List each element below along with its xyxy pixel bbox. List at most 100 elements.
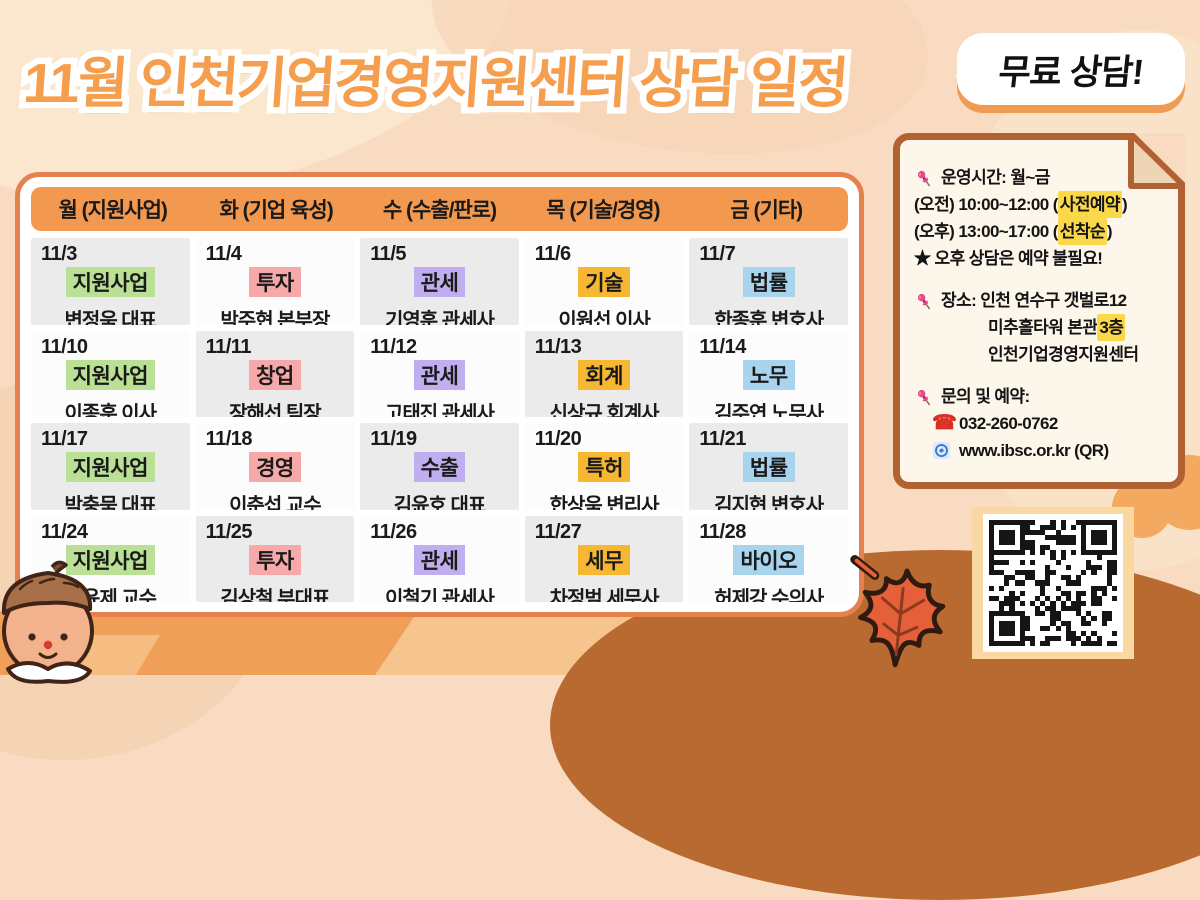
poster-title-text: 11월 인천기업경영지원센터 상담 일정 [21, 38, 850, 118]
cell-consultant-name: 한종훈 변호사 [714, 310, 824, 325]
cell-category-badge: 바이오 [733, 544, 804, 575]
cell-category-badge: 세무 [578, 544, 630, 575]
qr-white-area [983, 514, 1123, 652]
cell-category-badge: 법률 [742, 452, 795, 482]
calendar-header-row: 월 (지원사업) 화 (기업 육성) 수 (수출/판로) 목 (기술/경영) 금 (기타… [31, 187, 848, 231]
calendar-header-cell: 목 (기술/경영) [546, 199, 660, 222]
info-text: (오전) 10:00~12:00 ( [914, 195, 1058, 214]
info-line: ☎ 032-260-0762 [914, 410, 1166, 437]
cell-category-badge: 지원사업 [65, 544, 155, 575]
cell-category-badge: 법률 [742, 267, 795, 297]
cell-consultant-name: 기영훈 관세사 [385, 310, 495, 325]
phone-icon: ☎ [932, 412, 957, 434]
maple-leaf [850, 555, 946, 668]
cell-date: 11/7 [699, 243, 736, 265]
cell-date: 11/12 [370, 335, 417, 358]
info-panel-lines: 운영시간: 월~금 (오전) 10:00~12:00 (사전예약) (오후) 13:… [914, 164, 1166, 464]
cell-category-badge: 특허 [578, 452, 630, 482]
info-line: 장소: 인천 연수구 갯벌로12 [914, 287, 1166, 314]
info-text: ) [1106, 222, 1113, 241]
info-text: 운영시간: 월~금 [941, 168, 1050, 187]
cell-consultant-name: 이종훈 이사 [64, 402, 158, 418]
calendar-header-cell: 월 (지원사업) [58, 199, 167, 222]
cell-category-badge: 관세 [413, 267, 466, 297]
cell-consultant-name: 변정욱 대표 [64, 310, 158, 325]
info-text: 인천기업경영지원센터 [988, 345, 1139, 364]
poster-title: 11월 인천기업경영지원센터 상담 일정 [21, 38, 962, 118]
info-text[interactable]: www.ibsc.or.kr (QR) [959, 441, 1109, 460]
cell-category-badge: 투자 [249, 544, 301, 575]
info-line: ★ 오후 상담은 예약 불필요! [914, 245, 1166, 272]
cell-date: 11/19 [370, 428, 417, 450]
folded-corner [1128, 133, 1185, 189]
cell-date: 11/24 [41, 520, 88, 543]
free-consult-badge-label: 무료 상담! [996, 52, 1145, 92]
cell-date: 11/6 [534, 243, 571, 265]
cell-date: 11/11 [205, 335, 252, 358]
info-line: (오후) 13:00~17:00 (선착순) [914, 218, 1166, 245]
calendar-cell: 11/14 노무 김주연 노무사 [689, 330, 848, 417]
calendar-grid: 11/3 지원사업 변정욱 대표 11/4 투자 박주현 본부장 11/5 관세 기영훈 관세사… [31, 238, 848, 602]
cell-date: 11/21 [699, 428, 746, 450]
cell-consultant-name: 차정범 세무사 [549, 587, 660, 603]
cell-date: 11/10 [41, 335, 88, 358]
cell-category-badge: 창업 [249, 359, 301, 390]
cell-date: 11/26 [370, 520, 417, 543]
calendar-cell: 11/27 세무 차정범 세무사 [524, 515, 684, 603]
calendar-header-cell: 금 (기타) [730, 199, 803, 222]
cell-consultant-name: 박주현 본부장 [220, 310, 330, 325]
calendar-cell: 11/3 지원사업 변정욱 대표 [31, 238, 190, 325]
info-line: 문의 및 예약: [914, 383, 1166, 410]
calendar-cell: 11/12 관세 고태진 관세사 [360, 330, 519, 417]
calendar-cell: 11/20 특허 한상욱 변리사 [524, 423, 684, 510]
info-text: 032-260-0762 [959, 414, 1058, 433]
acorn-character [1, 560, 94, 684]
cell-consultant-name: 신상규 회계사 [549, 402, 660, 418]
cell-date: 11/20 [534, 428, 582, 450]
calendar-cell: 11/19 수출 김윤호 대표 [360, 423, 519, 510]
cell-category-badge: 회계 [578, 359, 630, 390]
cell-date: 11/14 [699, 335, 746, 358]
cell-date: 11/28 [699, 520, 746, 543]
info-line: (오전) 10:00~12:00 (사전예약) [914, 191, 1166, 218]
pushpin-icon [914, 291, 938, 311]
calendar-cell: 11/4 투자 박주현 본부장 [195, 238, 355, 325]
calendar-header-cell: 화 (기업 육성) [219, 199, 333, 222]
cell-consultant-name: 김상철 부대표 [220, 587, 330, 603]
globe-icon [932, 441, 956, 460]
cell-consultant-name: 이철기 관세사 [385, 587, 495, 603]
cell-consultant-name: 장해선 팀장 [229, 402, 322, 418]
info-text: ) [1121, 195, 1128, 214]
cell-category-badge: 경영 [249, 452, 301, 482]
cell-consultant-name: 이춘섭 교수 [229, 495, 322, 510]
qr-frame [972, 507, 1134, 659]
cell-date: 11/17 [41, 428, 88, 450]
pushpin-icon [914, 387, 938, 407]
cell-date: 11/25 [205, 520, 253, 543]
calendar-cell: 11/13 회계 신상규 회계사 [524, 330, 684, 418]
cell-date: 11/18 [205, 428, 253, 450]
calendar-header-cell: 수 (수출/판로) [382, 199, 497, 222]
cell-category-badge: 기술 [578, 267, 630, 297]
free-consult-badge: 무료 상담! [957, 33, 1185, 105]
cell-category-badge: 투자 [249, 267, 301, 297]
cell-category-badge: 관세 [413, 359, 466, 390]
cell-date: 11/5 [370, 243, 407, 265]
calendar-cell: 11/21 법률 김지현 변호사 [689, 423, 848, 510]
info-line: 인천기업경영지원센터 [914, 341, 1166, 368]
info-spacer [914, 272, 1166, 287]
cell-category-badge: 노무 [742, 359, 795, 390]
info-line: 미추홀타워 본관 3층 [914, 314, 1166, 341]
pushpin-icon [914, 168, 938, 188]
info-panel: 운영시간: 월~금 (오전) 10:00~12:00 (사전예약) (오후) 13:… [893, 133, 1185, 489]
info-text: ★ 오후 상담은 예약 불필요! [914, 249, 1103, 268]
cell-consultant-name: 허제강 수의사 [714, 587, 824, 603]
qr-code[interactable] [989, 520, 1117, 646]
cell-consultant-name: 박충묵 대표 [64, 495, 158, 510]
cell-consultant-name: 이원선 이사 [558, 310, 651, 325]
